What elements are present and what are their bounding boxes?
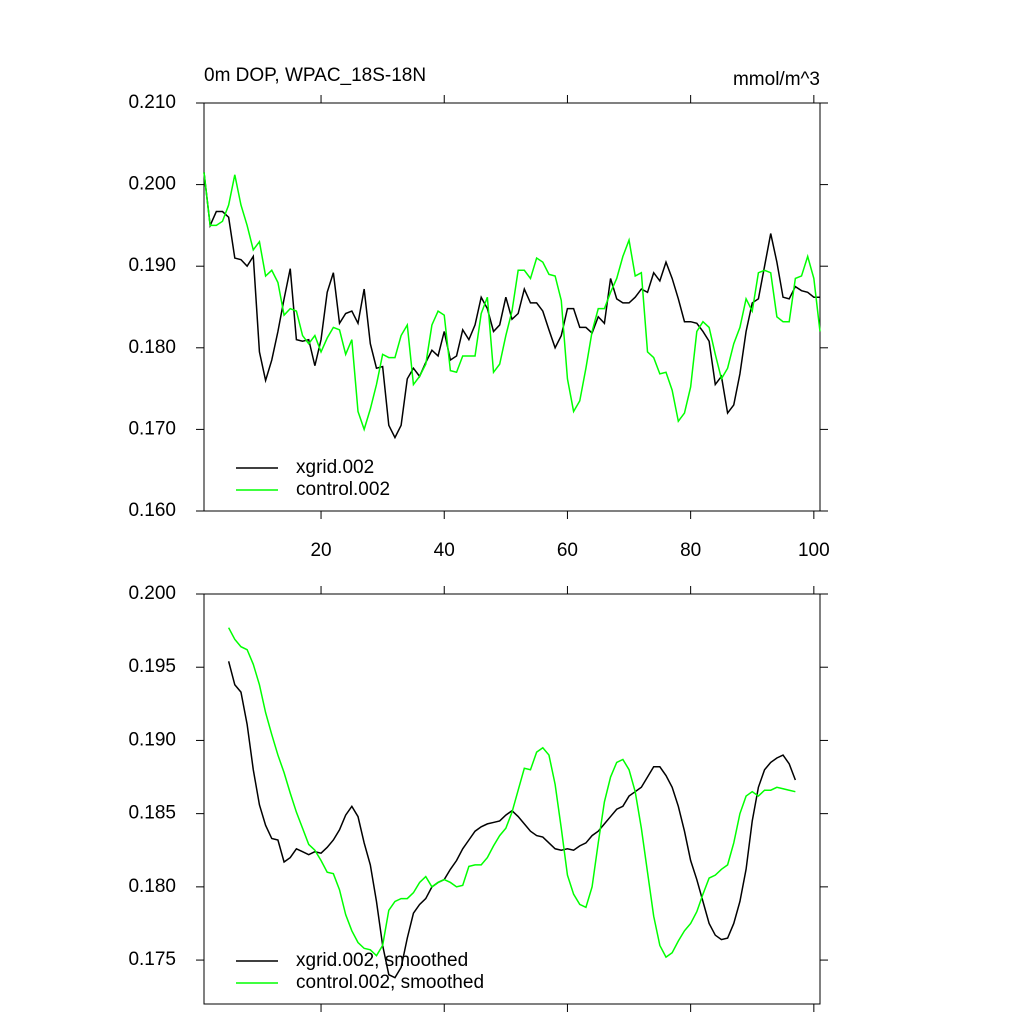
- x-tick-label: 20: [310, 540, 331, 561]
- series-line: [227, 627, 796, 959]
- plot-frame: [203, 593, 821, 1005]
- x-tick-label: 80: [680, 540, 701, 561]
- series-line: [203, 172, 821, 432]
- y-tick-label: 0.200: [128, 174, 176, 195]
- y-tick-label: 0.200: [128, 583, 176, 604]
- y-tick-label: 0.170: [128, 418, 176, 439]
- y-tick-label: 0.195: [128, 656, 176, 677]
- y-tick-label: 0.210: [128, 92, 176, 113]
- x-tick-label: 100: [798, 540, 830, 561]
- legend-label: xgrid.002: [296, 457, 374, 478]
- y-tick-label: 0.185: [128, 803, 176, 824]
- x-tick-label: 40: [434, 540, 455, 561]
- plot-frame: [203, 102, 821, 512]
- legend-label: xgrid.002, smoothed: [296, 950, 468, 971]
- series-line: [227, 661, 797, 979]
- y-tick-label: 0.175: [128, 949, 176, 970]
- series-line: [203, 172, 820, 440]
- y-tick-label: 0.180: [128, 876, 176, 897]
- units-label: mmol/m^3: [733, 69, 820, 90]
- y-tick-label: 0.190: [128, 729, 176, 750]
- y-tick-label: 0.190: [128, 255, 176, 276]
- chart-title: 0m DOP, WPAC_18S-18N: [204, 65, 426, 86]
- y-tick-label: 0.160: [128, 500, 176, 521]
- legend-label: control.002: [296, 479, 390, 500]
- y-tick-label: 0.180: [128, 337, 176, 358]
- legend-label: control.002, smoothed: [296, 972, 484, 993]
- x-tick-label: 60: [557, 540, 578, 561]
